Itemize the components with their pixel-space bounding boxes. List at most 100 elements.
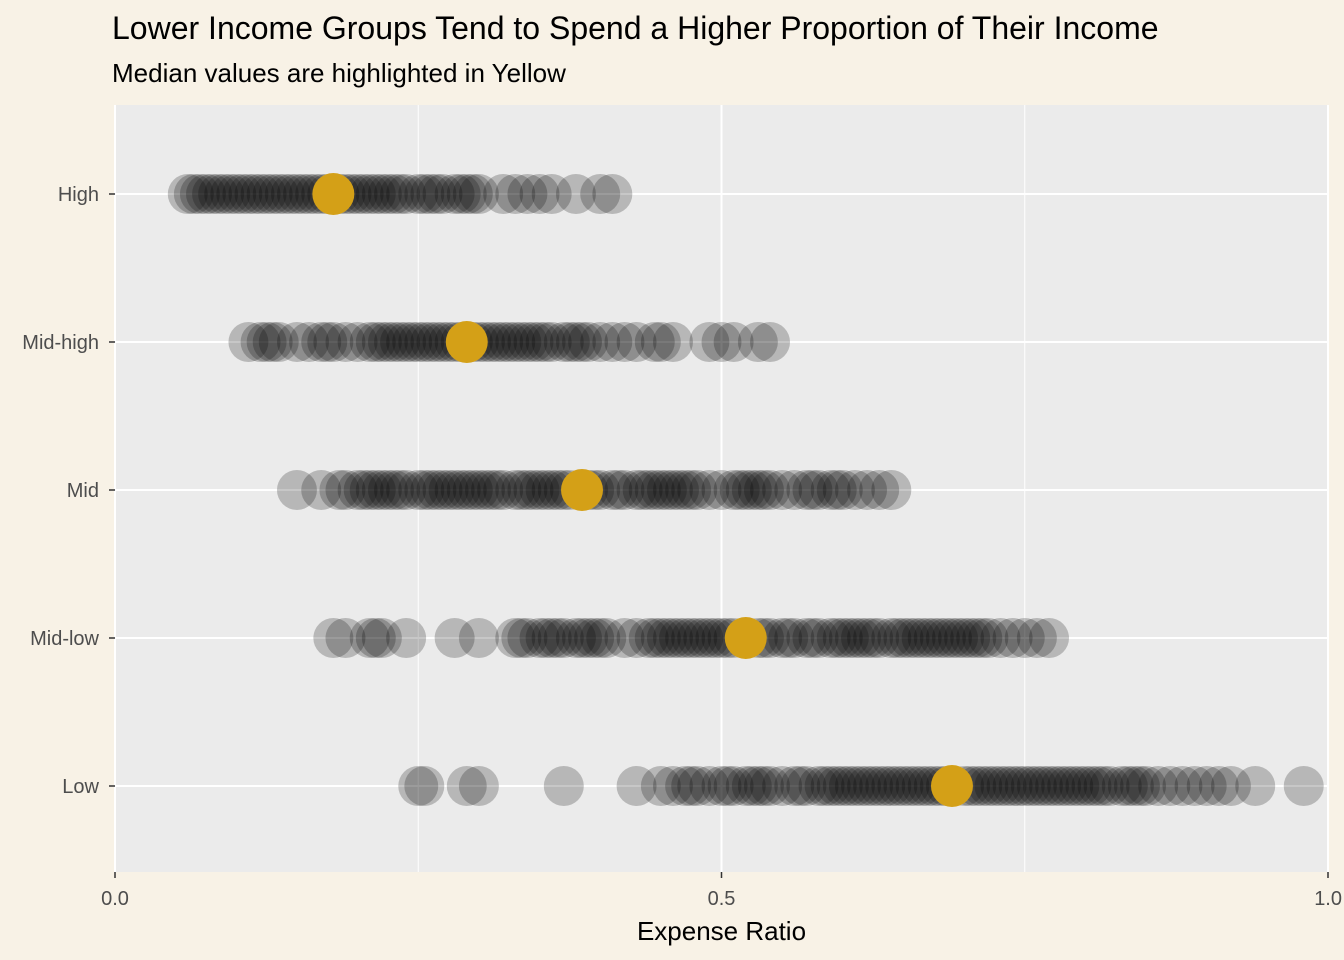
data-point (198, 174, 239, 214)
data-point (495, 470, 536, 510)
data-point (525, 470, 566, 510)
data-point (913, 618, 954, 658)
data-point (458, 618, 499, 658)
data-point (513, 470, 554, 510)
data-point (665, 470, 706, 510)
data-point (1035, 766, 1076, 806)
data-point (228, 174, 269, 214)
data-point (1174, 766, 1215, 806)
data-point (822, 470, 863, 510)
data-point (416, 322, 457, 362)
data-point (452, 174, 493, 214)
data-point (968, 766, 1009, 806)
data-point (386, 174, 427, 214)
data-point (452, 470, 493, 510)
data-point (689, 618, 730, 658)
data-point (962, 766, 1003, 806)
data-point (840, 766, 881, 806)
data-point (834, 766, 875, 806)
data-point (901, 766, 942, 806)
data-point (737, 470, 778, 510)
data-point (640, 618, 681, 658)
data-point (501, 618, 542, 658)
data-point (931, 618, 972, 658)
data-point (1071, 766, 1112, 806)
data-point (380, 322, 421, 362)
data-point (853, 766, 894, 806)
data-point (616, 470, 657, 510)
data-point (252, 322, 293, 362)
data-point (1022, 766, 1063, 806)
data-point (804, 766, 845, 806)
data-point (646, 470, 687, 510)
y-tick-label: Mid-high (22, 332, 99, 354)
data-point (519, 618, 560, 658)
x-tick-label: 0.5 (708, 888, 736, 910)
data-point (355, 618, 396, 658)
data-point (889, 618, 930, 658)
data-point (780, 766, 821, 806)
data-point (380, 470, 421, 510)
data-point (847, 618, 888, 658)
data-point (549, 322, 590, 362)
data-point (998, 766, 1039, 806)
data-point (361, 174, 402, 214)
data-point (737, 766, 778, 806)
data-point (1016, 766, 1057, 806)
data-point (252, 174, 293, 214)
data-point (210, 174, 251, 214)
data-point (434, 470, 475, 510)
data-point (276, 470, 317, 510)
data-point (1004, 766, 1045, 806)
data-point (580, 174, 621, 214)
data-point (367, 470, 408, 510)
data-point (398, 322, 439, 362)
data-point (762, 766, 803, 806)
data-point (792, 470, 833, 510)
data-point (361, 618, 402, 658)
data-point (343, 174, 384, 214)
data-point (495, 322, 536, 362)
data-point (489, 322, 530, 362)
data-point (1004, 618, 1045, 658)
data-point (240, 174, 281, 214)
data-point (622, 470, 663, 510)
data-point (628, 470, 669, 510)
data-point (1041, 766, 1082, 806)
data-point (410, 174, 451, 214)
data-point (1083, 766, 1124, 806)
data-point (859, 470, 900, 510)
data-point (319, 470, 360, 510)
data-point (871, 766, 912, 806)
data-point (737, 322, 778, 362)
data-point (847, 470, 888, 510)
data-point (640, 766, 681, 806)
data-point (634, 470, 675, 510)
x-axis-title: Expense Ratio (637, 916, 806, 946)
data-point (586, 618, 627, 658)
data-point (944, 618, 985, 658)
data-point (683, 618, 724, 658)
data-point (483, 322, 524, 362)
data-point (477, 322, 518, 362)
data-point (404, 322, 445, 362)
data-point (792, 618, 833, 658)
data-point (907, 618, 948, 658)
data-point (185, 174, 226, 214)
data-point (525, 322, 566, 362)
data-point (1235, 766, 1276, 806)
data-point (659, 470, 700, 510)
data-point (440, 174, 481, 214)
data-point (834, 470, 875, 510)
data-point (531, 470, 572, 510)
data-point (446, 174, 487, 214)
data-point (355, 322, 396, 362)
chart-subtitle: Median values are highlighted in Yellow (112, 58, 566, 88)
data-point (301, 322, 342, 362)
data-point (1113, 766, 1154, 806)
x-tick-label: 0.0 (101, 888, 129, 910)
data-point (349, 174, 390, 214)
data-point (895, 766, 936, 806)
data-point (458, 470, 499, 510)
data-point (822, 766, 863, 806)
